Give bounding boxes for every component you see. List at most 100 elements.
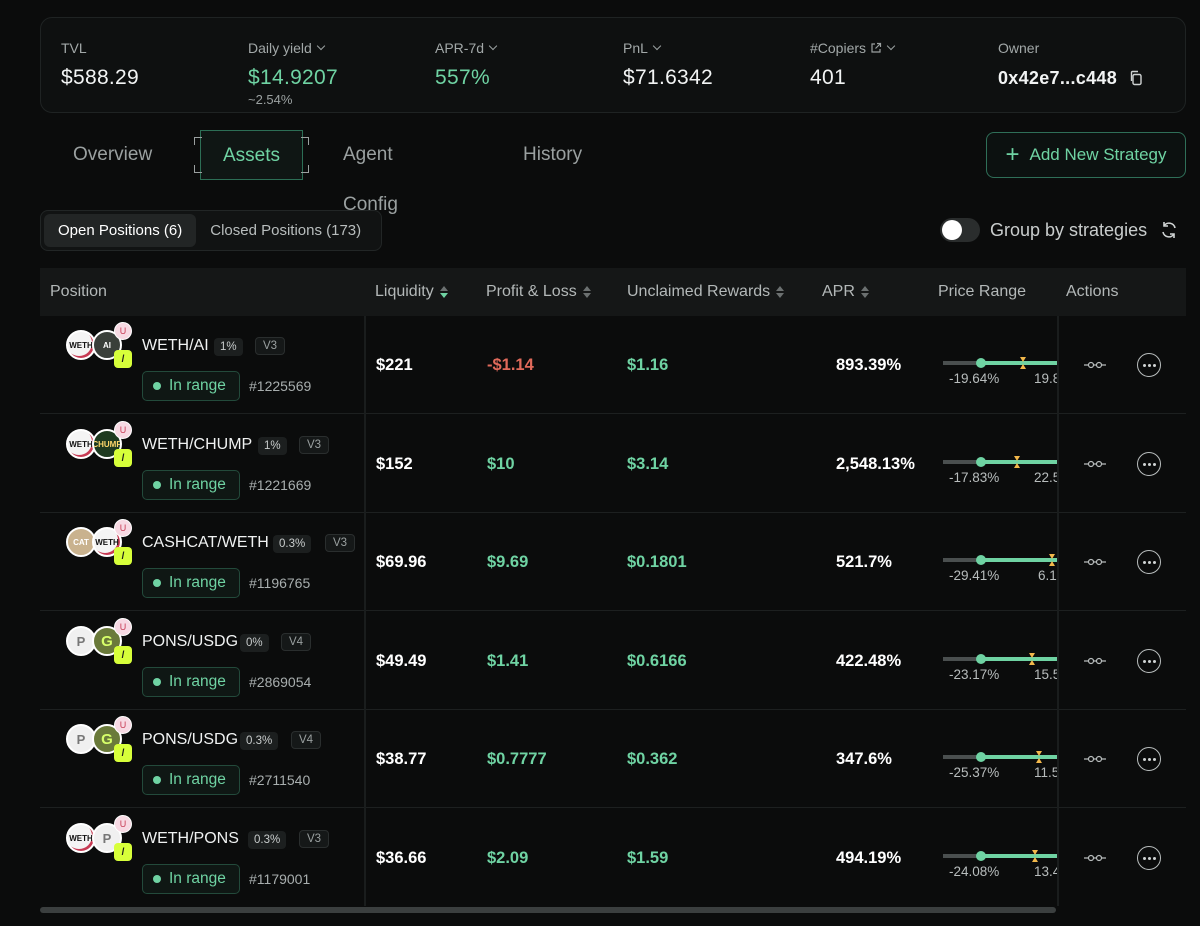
uniswap-icon: U bbox=[114, 322, 132, 340]
stat-daily-yield[interactable]: Daily yield $14.9207 ~2.54% bbox=[248, 40, 338, 107]
pair-name: WETH/CHUMP bbox=[142, 436, 253, 453]
link-icon[interactable] bbox=[1084, 557, 1106, 567]
status-badge: In range bbox=[142, 667, 240, 697]
refresh-icon[interactable] bbox=[1159, 220, 1179, 240]
pnl-value: $1.41 bbox=[487, 652, 529, 670]
current-price-marker-icon bbox=[1049, 554, 1055, 566]
tab-overview[interactable]: Overview bbox=[73, 144, 153, 165]
table-header: Position Liquidity Profit & Loss Unclaim… bbox=[40, 268, 1186, 316]
current-price-marker-icon bbox=[1036, 751, 1042, 763]
stat-copiers[interactable]: #Copiers 401 bbox=[810, 40, 896, 90]
price-range-bar: -25.37% 11.5 bbox=[943, 751, 1057, 791]
stat-apr7d[interactable]: APR-7d 557% bbox=[435, 40, 498, 90]
horizontal-scrollbar[interactable] bbox=[40, 907, 1056, 913]
tab-assets[interactable]: Assets bbox=[194, 130, 310, 180]
add-new-strategy-button[interactable]: + Add New Strategy bbox=[986, 132, 1186, 178]
more-options-button[interactable] bbox=[1137, 649, 1161, 673]
current-price-marker-icon bbox=[1020, 357, 1026, 369]
pnl-value: $9.69 bbox=[487, 553, 529, 571]
unclaimed-value: $1.16 bbox=[627, 356, 669, 374]
range-low: -23.17% bbox=[949, 667, 1000, 682]
table-row[interactable]: WETH AI U / WETH/AI 1% V3 In range #1225… bbox=[40, 316, 1186, 414]
stat-owner-label: Owner bbox=[998, 40, 1040, 56]
protocol-leaf-icon: / bbox=[114, 350, 132, 368]
chevron-down-icon[interactable] bbox=[652, 41, 662, 51]
status-badge: In range bbox=[142, 864, 240, 894]
status-badge: In range bbox=[142, 568, 240, 598]
chevron-down-icon[interactable] bbox=[886, 41, 896, 51]
table-row[interactable]: CAT WETH U / CASHCAT/WETH 0.3% V3 In ran… bbox=[40, 513, 1186, 611]
table-row[interactable]: P G U / PONS/USDG 0% V4 In range #286905… bbox=[40, 612, 1186, 710]
more-options-button[interactable] bbox=[1137, 353, 1161, 377]
stat-pnl[interactable]: PnL $71.6342 bbox=[623, 40, 713, 90]
protocol-leaf-icon: / bbox=[114, 449, 132, 467]
position-id: #1179001 bbox=[249, 871, 311, 887]
sort-icon[interactable] bbox=[776, 286, 785, 298]
link-icon[interactable] bbox=[1084, 853, 1106, 863]
liquidity-value: $36.66 bbox=[376, 849, 427, 867]
range-low: -19.64% bbox=[949, 371, 1000, 386]
apr-value: 422.48% bbox=[836, 652, 902, 670]
more-options-button[interactable] bbox=[1137, 550, 1161, 574]
copy-icon[interactable] bbox=[1128, 70, 1144, 86]
stat-copiers-value: 401 bbox=[810, 66, 846, 89]
pnl-value: -$1.14 bbox=[487, 356, 534, 374]
stat-pnl-label: PnL bbox=[623, 40, 648, 56]
column-liquidity[interactable]: Liquidity bbox=[375, 268, 448, 316]
table-row[interactable]: WETH CHUMP U / WETH/CHUMP 1% V3 In range… bbox=[40, 415, 1186, 513]
tab-assets-label: Assets bbox=[223, 145, 281, 166]
tab-agent-config[interactable]: Agent Config bbox=[343, 144, 398, 215]
unclaimed-value: $0.1801 bbox=[627, 553, 687, 571]
table-row[interactable]: P G U / PONS/USDG 0.3% V4 In range #2711… bbox=[40, 710, 1186, 808]
column-unclaimed-rewards[interactable]: Unclaimed Rewards bbox=[627, 268, 785, 316]
status-badge: In range bbox=[142, 470, 240, 500]
link-icon[interactable] bbox=[1084, 459, 1106, 469]
link-icon[interactable] bbox=[1084, 656, 1106, 666]
stat-pnl-value: $71.6342 bbox=[623, 66, 713, 89]
uniswap-icon: U bbox=[114, 815, 132, 833]
stat-tvl: TVL $588.29 bbox=[61, 40, 139, 90]
version-badge: V4 bbox=[281, 633, 312, 651]
pair-name: PONS/USDG bbox=[142, 731, 239, 748]
range-low: -25.37% bbox=[949, 765, 1000, 780]
pnl-value: $0.7777 bbox=[487, 750, 547, 768]
pair-name: WETH/AI bbox=[142, 337, 209, 354]
column-pnl[interactable]: Profit & Loss bbox=[486, 268, 591, 316]
sort-icon[interactable] bbox=[582, 286, 591, 298]
sort-icon[interactable] bbox=[439, 286, 448, 298]
chevron-down-icon[interactable] bbox=[316, 41, 326, 51]
position-id: #2711540 bbox=[249, 772, 311, 788]
range-high: 15.5 bbox=[1034, 667, 1057, 682]
chevron-down-icon[interactable] bbox=[488, 41, 498, 51]
open-positions-tab[interactable]: Open Positions (6) bbox=[44, 214, 197, 247]
tab-history[interactable]: History bbox=[523, 144, 583, 165]
more-options-button[interactable] bbox=[1137, 747, 1161, 771]
fee-badge: 1% bbox=[258, 437, 287, 455]
table-row[interactable]: WETH P U / WETH/PONS 0.3% V3 In range #1… bbox=[40, 809, 1186, 906]
apr-value: 893.39% bbox=[836, 356, 902, 374]
column-apr[interactable]: APR bbox=[822, 268, 869, 316]
link-icon[interactable] bbox=[1084, 360, 1106, 370]
uniswap-icon: U bbox=[114, 716, 132, 734]
price-range-bar: -19.64% 19.8 bbox=[943, 357, 1057, 397]
unclaimed-value: $3.14 bbox=[627, 455, 669, 473]
pair-name: CASHCAT/WETH bbox=[142, 534, 269, 551]
status-badge: In range bbox=[142, 765, 240, 795]
price-range-bar: -17.83% 22.5 bbox=[943, 456, 1057, 496]
pnl-value: $2.09 bbox=[487, 849, 529, 867]
price-range-bar: -23.17% 15.5 bbox=[943, 653, 1057, 693]
fee-badge: 0% bbox=[240, 634, 269, 652]
group-by-toggle[interactable] bbox=[940, 218, 980, 242]
more-options-button[interactable] bbox=[1137, 452, 1161, 476]
external-link-icon[interactable] bbox=[870, 42, 882, 54]
column-position: Position bbox=[50, 283, 107, 300]
range-low: -24.08% bbox=[949, 864, 1000, 879]
fee-badge: 0.3% bbox=[240, 732, 279, 750]
liquidity-value: $49.49 bbox=[376, 652, 427, 670]
more-options-button[interactable] bbox=[1137, 846, 1161, 870]
version-badge: V3 bbox=[299, 436, 330, 454]
link-icon[interactable] bbox=[1084, 754, 1106, 764]
sort-icon[interactable] bbox=[860, 286, 869, 298]
stat-copiers-label: #Copiers bbox=[810, 40, 867, 56]
closed-positions-tab[interactable]: Closed Positions (173) bbox=[210, 222, 362, 239]
